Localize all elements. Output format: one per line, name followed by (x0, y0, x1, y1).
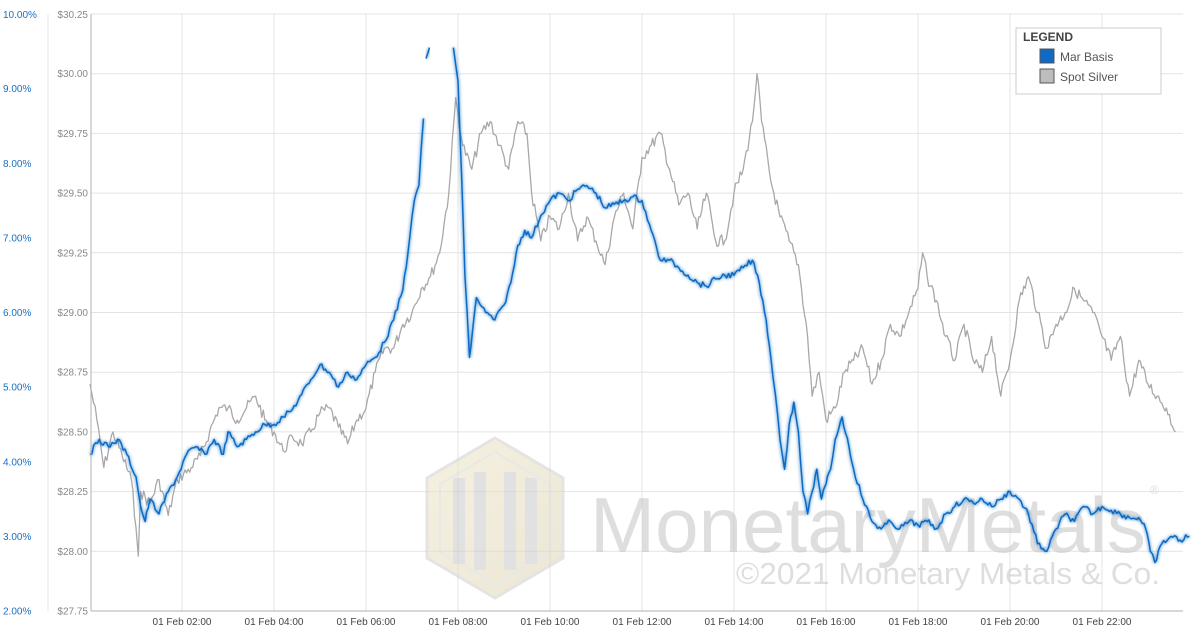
y-left-tick-label: 3.00% (3, 532, 31, 543)
x-tick-label: 01 Feb 14:00 (705, 617, 764, 628)
y-right-tick-label: $28.25 (57, 487, 88, 498)
legend-item-spot-silver: Spot Silver (1039, 68, 1118, 84)
legend: LEGEND Mar Basis Spot Silver (1015, 27, 1162, 95)
series-line-mar-basis (89, 118, 425, 523)
x-tick-label: 01 Feb 10:00 (521, 617, 580, 628)
y-right-tick-label: $29.50 (57, 189, 88, 200)
x-tick-label: 01 Feb 02:00 (153, 617, 212, 628)
y-right-tick-label: $30.25 (57, 10, 88, 21)
x-tick-label: 01 Feb 06:00 (337, 617, 396, 628)
grid (91, 13, 1183, 612)
watermark-logo-icon (425, 436, 565, 600)
y-right-tick-label: $29.00 (57, 308, 88, 319)
legend-swatch-spot-silver (1039, 68, 1055, 84)
y-right-tick-label: $29.25 (57, 248, 88, 259)
x-tick-label: 01 Feb 20:00 (981, 617, 1040, 628)
watermark-brand: MonetaryMetals (590, 481, 1146, 569)
axes: 2.00% 3.00% 4.00% 5.00% 6.00% 7.00% 8.00% 9.00%… (3, 10, 1183, 628)
y-right-tick-label: $28.75 (57, 368, 88, 379)
y-right-tick-label: $28.50 (57, 427, 88, 438)
y-right-tick-label: $28.00 (57, 547, 88, 558)
y-left-tick-label: 2.00% (3, 607, 31, 618)
y-left-tick-label: 5.00% (3, 383, 31, 394)
legend-item-mar-basis: Mar Basis (1039, 48, 1113, 64)
series-line-mar-basis (452, 47, 1190, 564)
legend-title: LEGEND (1023, 30, 1073, 44)
x-tick-label: 01 Feb 18:00 (889, 617, 948, 628)
y-left-tick-label: 4.00% (3, 457, 31, 468)
x-tick-label: 01 Feb 08:00 (429, 617, 488, 628)
y-left-tick-label: 6.00% (3, 308, 31, 319)
watermark: MonetaryMetals ® ©2021 Monetary Metals &… (425, 436, 1160, 600)
legend-label-spot-silver: Spot Silver (1060, 70, 1118, 84)
y-right-tick-label: $30.00 (57, 69, 88, 80)
watermark-copyright: ©2021 Monetary Metals & Co. (736, 556, 1160, 591)
legend-label-mar-basis: Mar Basis (1060, 50, 1113, 64)
x-tick-label: 01 Feb 12:00 (613, 617, 672, 628)
watermark-registered: ® (1150, 483, 1159, 497)
legend-swatch-mar-basis (1039, 48, 1055, 64)
x-tick-label: 01 Feb 04:00 (245, 617, 304, 628)
y-right-tick-label: $29.75 (57, 129, 88, 140)
y-left-tick-label: 8.00% (3, 159, 31, 170)
y-right-tick-label: $27.75 (57, 607, 88, 618)
series-line-spot-silver (89, 73, 1177, 557)
series-layer (89, 47, 1190, 564)
series-line-mar-basis (425, 47, 431, 60)
y-left-tick-label: 9.00% (3, 84, 31, 95)
x-tick-label: 01 Feb 16:00 (797, 617, 856, 628)
y-left-tick-label: 7.00% (3, 233, 31, 244)
x-tick-label: 01 Feb 22:00 (1073, 617, 1132, 628)
y-left-tick-label: 10.00% (3, 10, 37, 21)
